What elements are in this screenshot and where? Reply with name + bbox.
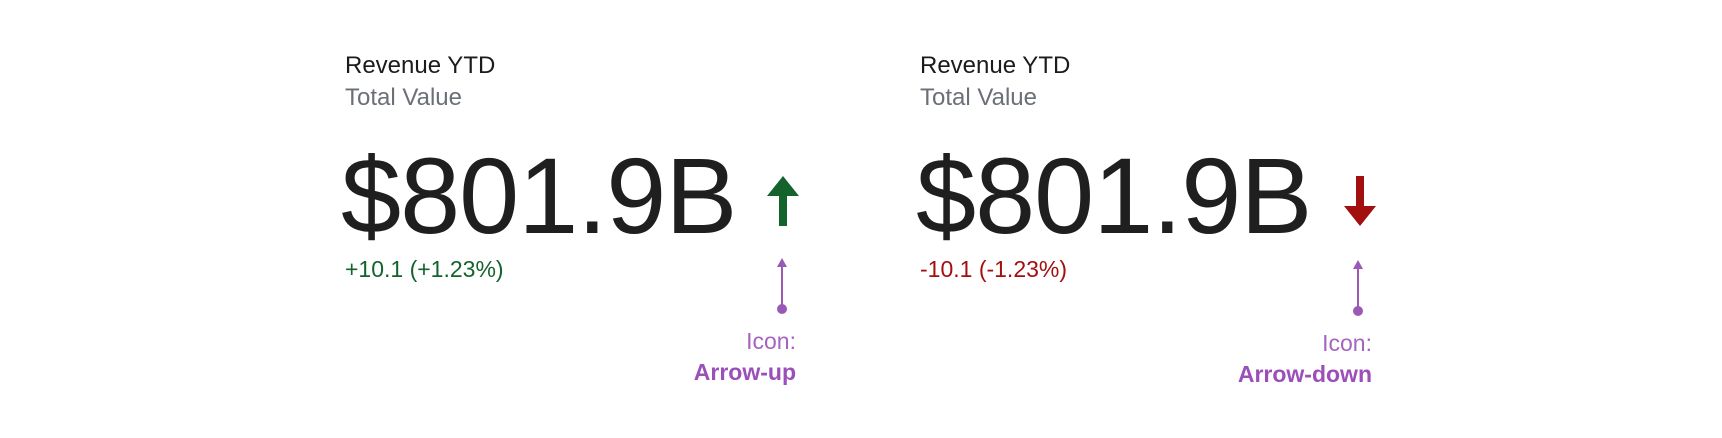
annotation-pointer xyxy=(1353,260,1363,316)
kpi-value: $801.9B xyxy=(916,135,1312,256)
kpi-subtitle: Total Value xyxy=(345,84,462,111)
annotation-label: Icon: Arrow-up xyxy=(694,328,796,386)
annotation-icon-name: Arrow-up xyxy=(693,359,796,385)
arrow-up-icon xyxy=(767,176,799,226)
kpi-title: Revenue YTD xyxy=(345,52,496,79)
annotation-label: Icon: Arrow-down xyxy=(1238,330,1372,388)
kpi-delta: +10.1 (+1.23%) xyxy=(345,256,504,282)
annotation-caption: Icon: xyxy=(1322,330,1372,356)
kpi-subtitle: Total Value xyxy=(920,84,1037,111)
annotation-icon-name: Arrow-down xyxy=(1237,361,1372,387)
kpi-card-positive: Revenue YTD Total Value $801.9B +10.1 (+… xyxy=(341,44,865,404)
kpi-delta: -10.1 (-1.23%) xyxy=(920,256,1068,282)
annotation-pointer xyxy=(777,258,787,314)
annotation-caption: Icon: xyxy=(746,328,796,354)
kpi-title: Revenue YTD xyxy=(920,52,1071,79)
kpi-card-negative: Revenue YTD Total Value $801.9B -10.1 (-… xyxy=(916,44,1440,404)
kpi-value: $801.9B xyxy=(341,135,737,256)
arrow-down-icon xyxy=(1344,176,1376,226)
